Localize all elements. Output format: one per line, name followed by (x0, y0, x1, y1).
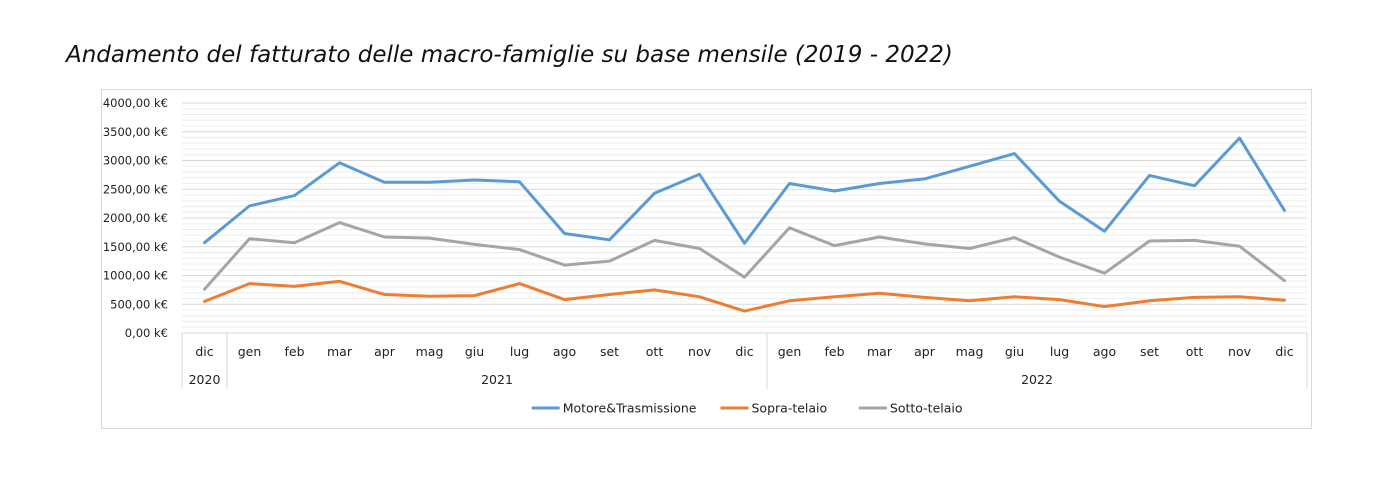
x-tick-label: nov (688, 344, 712, 359)
y-tick-label: 0,00 k€ (125, 326, 168, 340)
x-tick-label: mag (956, 344, 984, 359)
y-tick-label: 3000,00 k€ (103, 154, 168, 168)
x-tick-label: ago (1093, 344, 1116, 359)
y-tick-label: 1500,00 k€ (103, 240, 168, 254)
x-tick-label: giu (465, 344, 484, 359)
y-tick-label: 3500,00 k€ (103, 125, 168, 139)
x-tick-label: nov (1228, 344, 1252, 359)
x-tick-label: feb (284, 344, 304, 359)
x-tick-label: mar (327, 344, 353, 359)
axis-layer: 0,00 k€ 500,00 k€ 1000,00 k€ 1500,00 k€ 2000… (103, 96, 1308, 389)
y-tick-label: 2000,00 k€ (103, 211, 168, 225)
series-line (203, 136, 1286, 245)
x-tick-label: ott (1186, 344, 1204, 359)
y-tick-label: 4000,00 k€ (103, 96, 168, 110)
x-tick-label: giu (1005, 344, 1024, 359)
x-tick-label: mag (416, 344, 444, 359)
x-tick-label: dic (1275, 344, 1293, 359)
legend-layer: Motore&Trasmissione Sopra-telaio Sotto-tel… (531, 401, 963, 416)
x-tick-label: set (1140, 344, 1159, 359)
x-tick-label: mar (867, 344, 893, 359)
year-label: 2022 (1021, 372, 1053, 387)
x-tick-label: ott (646, 344, 664, 359)
x-tick-label: gen (778, 344, 802, 359)
x-tick-label: lug (1050, 344, 1069, 359)
y-tick-label: 2500,00 k€ (103, 182, 168, 196)
series-layer (203, 136, 1286, 313)
x-tick-label: dic (195, 344, 213, 359)
legend-label: Motore&Trasmissione (563, 401, 697, 416)
y-tick-label: 1000,00 k€ (103, 269, 168, 283)
x-tick-label: ago (553, 344, 576, 359)
x-tick-label: set (600, 344, 619, 359)
legend-label: Sopra-telaio (752, 401, 828, 416)
page-title: Andamento del fatturato delle macro-fami… (66, 42, 953, 68)
grid-layer (182, 102, 1307, 334)
series-line (203, 221, 1286, 291)
year-label: 2020 (189, 372, 221, 387)
x-tick-label: apr (374, 344, 396, 359)
legend-label: Sotto-telaio (890, 401, 963, 416)
series-line (203, 279, 1286, 313)
x-tick-label: dic (735, 344, 753, 359)
x-tick-label: gen (238, 344, 262, 359)
x-tick-label: apr (914, 344, 936, 359)
x-tick-label: lug (510, 344, 529, 359)
y-tick-label: 500,00 k€ (110, 297, 168, 311)
year-label: 2021 (481, 372, 513, 387)
x-tick-label: feb (824, 344, 844, 359)
chart-frame (101, 89, 1312, 429)
